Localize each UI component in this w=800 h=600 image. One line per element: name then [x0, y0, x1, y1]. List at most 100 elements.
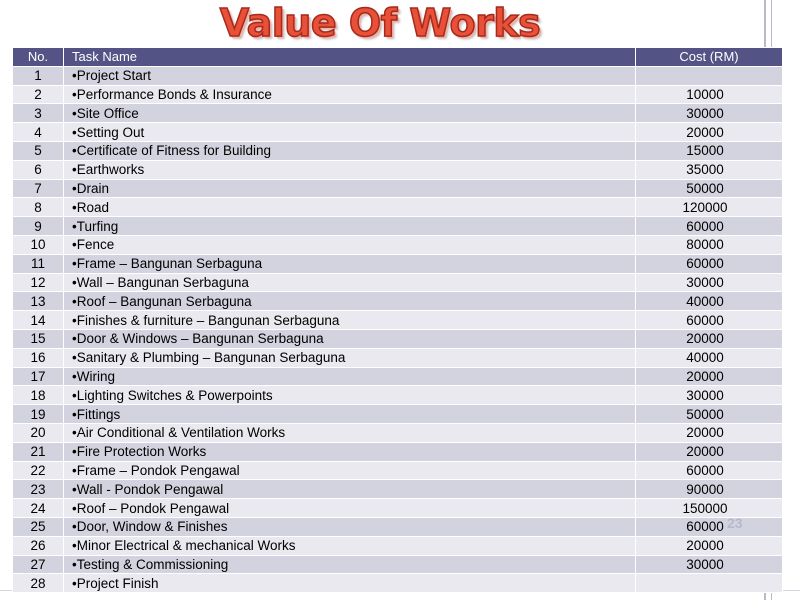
task-name: •Wiring: [63, 366, 636, 387]
task-name: •Frame – Pondok Pengawal: [63, 460, 636, 481]
task-cost: 40000: [635, 291, 783, 312]
task-name: •Drain: [63, 178, 636, 199]
row-number: 21: [12, 441, 64, 462]
task-name: •Finishes & furniture – Bangunan Serbagu…: [63, 310, 636, 330]
row-number: 13: [12, 291, 64, 312]
row-number: 26: [12, 535, 64, 556]
row-number: 20: [12, 422, 64, 443]
table-header-row: No. Task Name Cost (RM): [12, 47, 783, 67]
row-number: 27: [12, 554, 64, 575]
column-header-cost: Cost (RM): [635, 47, 783, 67]
table-row: 22 •Frame – Pondok Pengawal 60000: [12, 460, 783, 481]
task-name: •Wall – Bangunan Serbaguna: [63, 272, 636, 293]
task-name: •Wall - Pondok Pengawal: [63, 479, 636, 500]
task-cost: 20000: [635, 422, 783, 443]
row-number: 24: [12, 498, 64, 518]
table-row: 24 •Roof – Pondok Pengawal 150000: [12, 498, 783, 518]
row-number: 5: [12, 140, 64, 161]
task-cost: 80000: [635, 234, 783, 255]
row-number: 6: [12, 159, 64, 180]
row-number: 18: [12, 385, 64, 406]
row-number: 2: [12, 84, 64, 105]
task-name: •Door & Windows – Bangunan Serbaguna: [63, 328, 636, 349]
task-name: •Testing & Commissioning: [63, 554, 636, 575]
task-cost: 50000: [635, 404, 783, 424]
task-name: •Fittings: [63, 404, 636, 424]
row-number: 3: [12, 103, 64, 124]
table-row: 16 •Sanitary & Plumbing – Bangunan Serbag…: [12, 347, 783, 368]
column-header-no: No.: [12, 47, 64, 67]
table-row: 2 •Performance Bonds & Insurance 10000: [12, 84, 783, 105]
task-cost: 90000: [635, 479, 783, 500]
table-row: 27 •Testing & Commissioning 30000: [12, 554, 783, 575]
task-cost: 10000: [635, 84, 783, 105]
row-number: 14: [12, 310, 64, 330]
table-row: 10 •Fence 80000: [12, 234, 783, 255]
task-cost: 120000: [635, 197, 783, 218]
task-cost: [635, 573, 783, 594]
task-name: •Roof – Bangunan Serbaguna: [63, 291, 636, 312]
task-name: •Turfing: [63, 216, 636, 236]
table-row: 6 •Earthworks 35000: [12, 159, 783, 180]
task-cost: 35000: [635, 159, 783, 180]
task-cost: 60000: [635, 516, 783, 537]
row-number: 4: [12, 122, 64, 142]
task-cost: 20000: [635, 366, 783, 387]
task-name: •Project Finish: [63, 573, 636, 594]
task-cost: 30000: [635, 272, 783, 293]
row-number: 9: [12, 216, 64, 236]
table-row: 28 •Project Finish: [12, 573, 783, 594]
task-cost: 150000: [635, 498, 783, 518]
slide-title: Value Of Works: [219, 0, 541, 46]
task-name: •Earthworks: [63, 159, 636, 180]
row-number: 17: [12, 366, 64, 387]
row-number: 25: [12, 516, 64, 537]
task-cost: 60000: [635, 216, 783, 236]
task-name: •Door, Window & Finishes: [63, 516, 636, 537]
table-row: 20 •Air Conditional & Ventilation Works 20…: [12, 422, 783, 443]
task-cost: 60000: [635, 460, 783, 481]
task-name: •Frame – Bangunan Serbaguna: [63, 253, 636, 274]
task-name: •Site Office: [63, 103, 636, 124]
row-number: 11: [12, 253, 64, 274]
task-name: •Minor Electrical & mechanical Works: [63, 535, 636, 556]
row-number: 16: [12, 347, 64, 368]
task-cost: 60000: [635, 253, 783, 274]
task-name: •Roof – Pondok Pengawal: [63, 498, 636, 518]
row-number: 12: [12, 272, 64, 293]
table-row: 13 •Roof – Bangunan Serbaguna 40000: [12, 291, 783, 312]
row-number: 15: [12, 328, 64, 349]
table-row: 1 •Project Start: [12, 65, 783, 86]
task-cost: 20000: [635, 328, 783, 349]
row-number: 19: [12, 404, 64, 424]
table-row: 9 •Turfing 60000: [12, 216, 783, 236]
task-cost: 20000: [635, 535, 783, 556]
task-cost: 20000: [635, 441, 783, 462]
task-cost: 50000: [635, 178, 783, 199]
task-name: •Sanitary & Plumbing – Bangunan Serbagun…: [63, 347, 636, 368]
task-name: •Performance Bonds & Insurance: [63, 84, 636, 105]
task-name: •Air Conditional & Ventilation Works: [63, 422, 636, 443]
table-row: 7 •Drain 50000: [12, 178, 783, 199]
task-name: •Road: [63, 197, 636, 218]
value-of-works-table: No. Task Name Cost (RM) 1 •Project Start 2…: [12, 47, 783, 594]
row-number: 8: [12, 197, 64, 218]
table-row: 8 •Road 120000: [12, 197, 783, 218]
task-name: •Setting Out: [63, 122, 636, 142]
task-cost: 20000: [635, 122, 783, 142]
row-number: 28: [12, 573, 64, 594]
table-row: 19 •Fittings 50000: [12, 404, 783, 424]
table-row: 3 •Site Office 30000: [12, 103, 783, 124]
task-name: •Project Start: [63, 65, 636, 86]
table-row: 21 •Fire Protection Works 20000: [12, 441, 783, 462]
table-row: 15 •Door & Windows – Bangunan Serbaguna 20…: [12, 328, 783, 349]
row-number: 10: [12, 234, 64, 255]
table-row: 25 •Door, Window & Finishes 60000: [12, 516, 783, 537]
table-row: 11 •Frame – Bangunan Serbaguna 60000: [12, 253, 783, 274]
task-name: •Certificate of Fitness for Building: [63, 140, 636, 161]
task-cost: 15000: [635, 140, 783, 161]
table-row: 23 •Wall - Pondok Pengawal 90000: [12, 479, 783, 500]
column-header-task-name: Task Name: [63, 47, 636, 67]
task-cost: 40000: [635, 347, 783, 368]
table-row: 5 •Certificate of Fitness for Building 150…: [12, 140, 783, 161]
